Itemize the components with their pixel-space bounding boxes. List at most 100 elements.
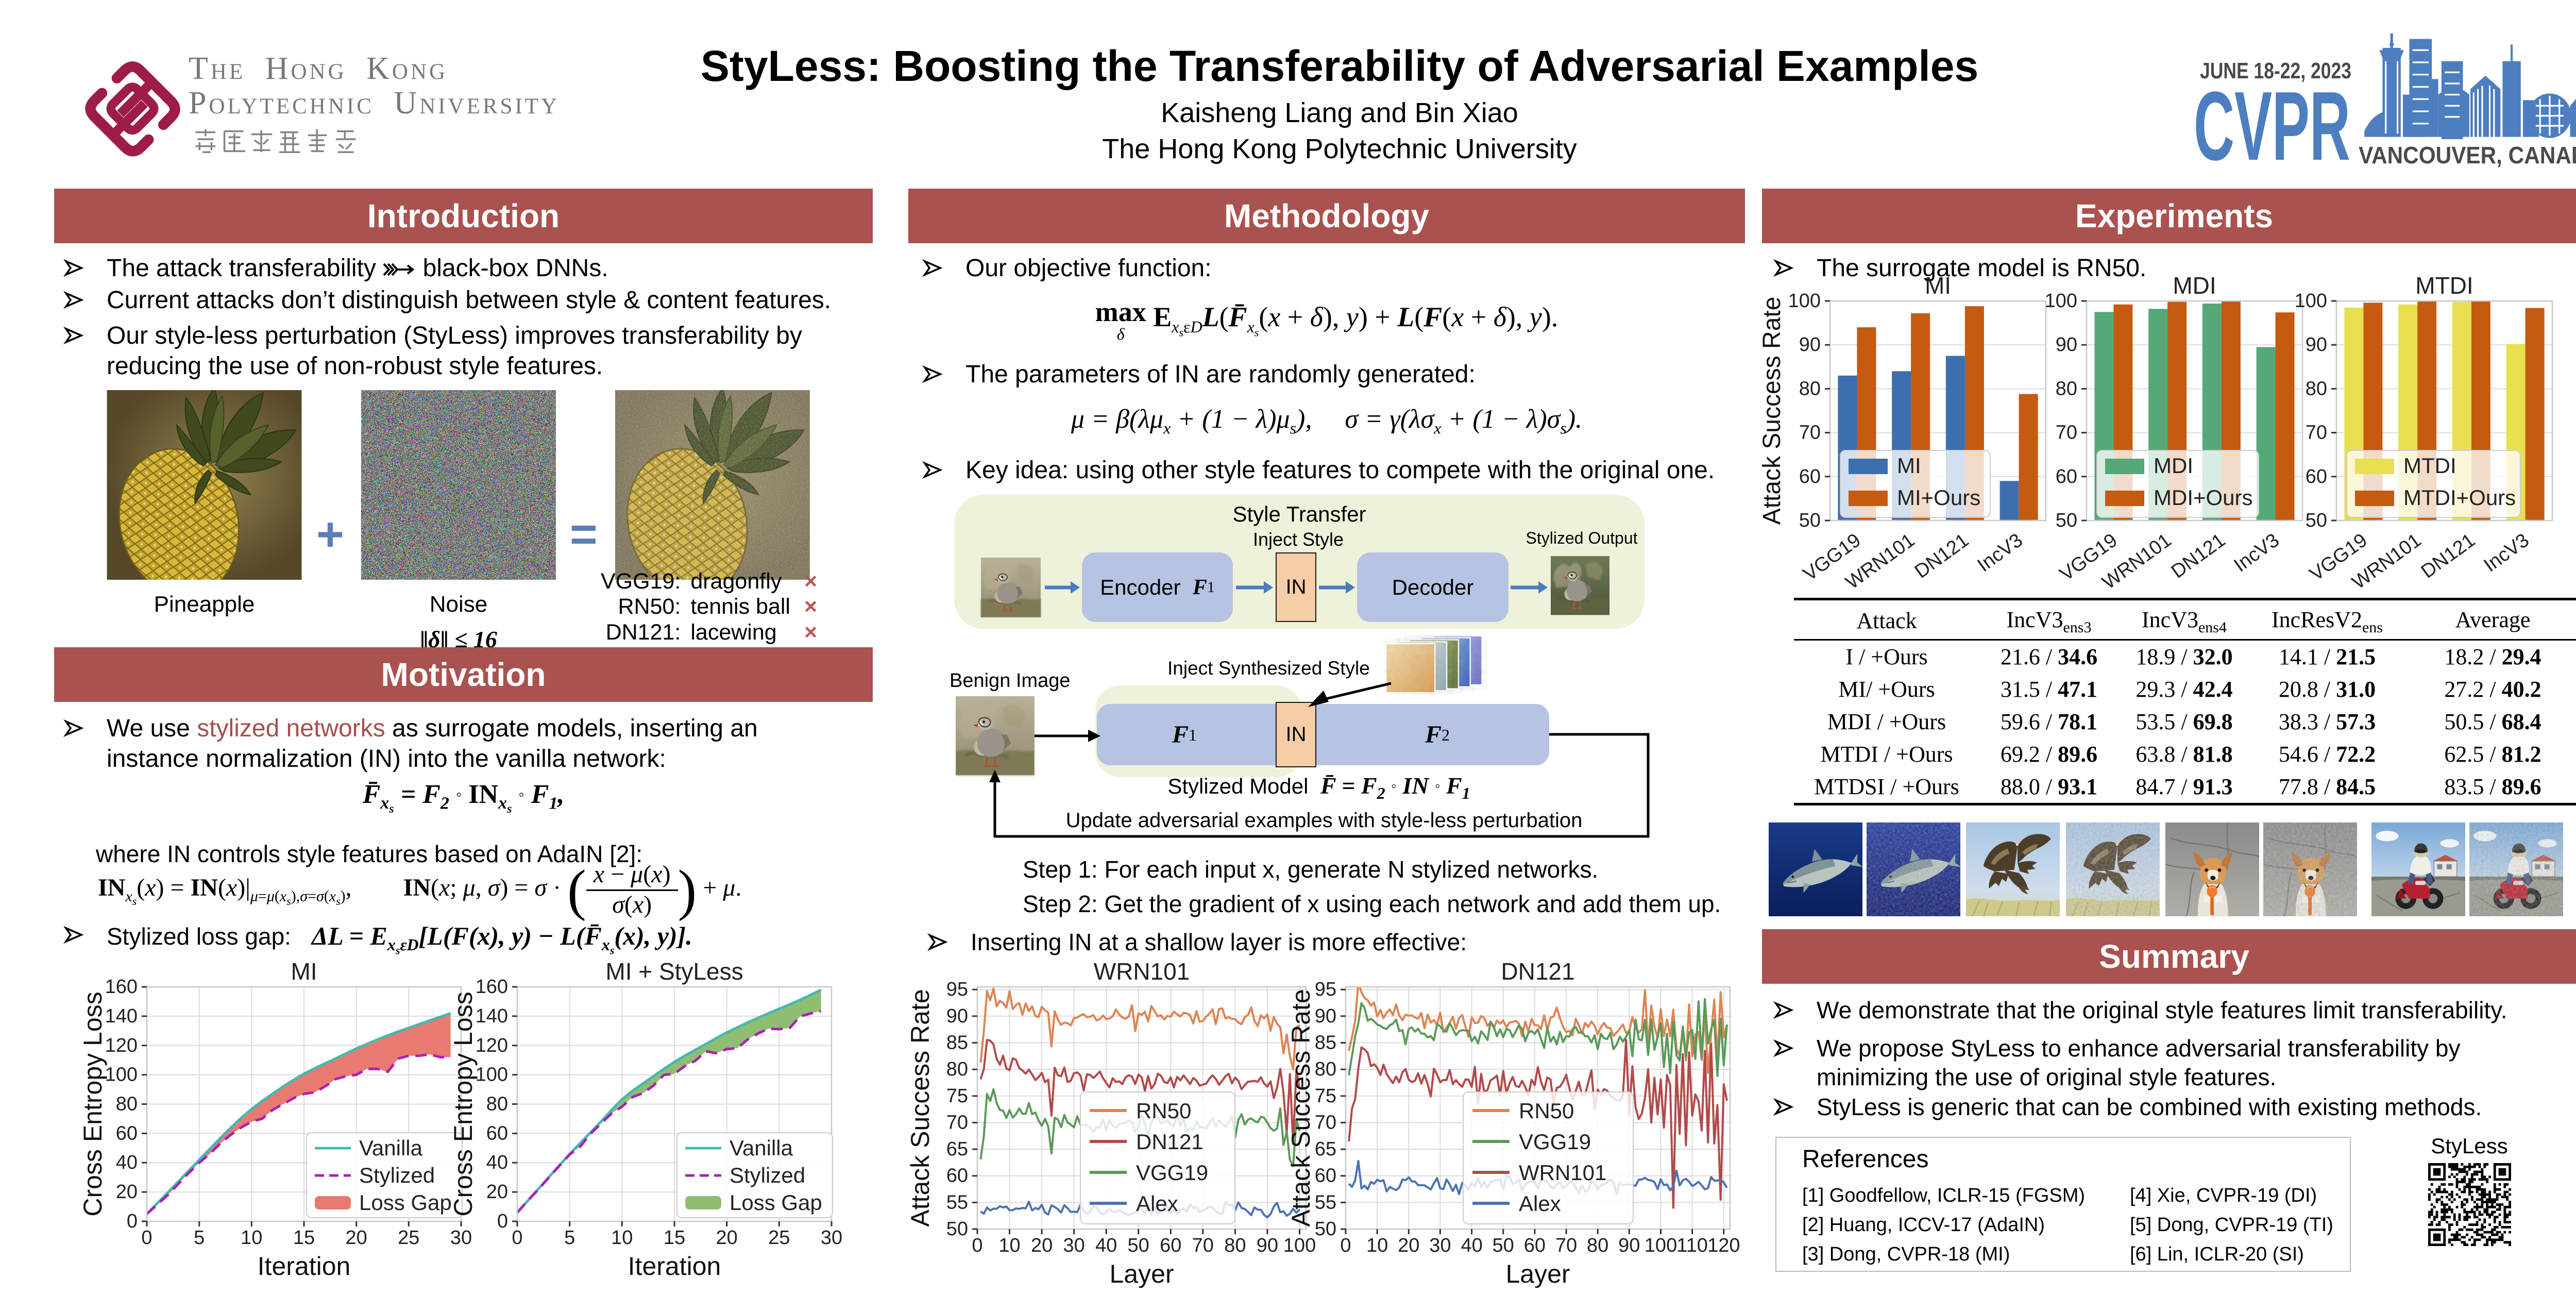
- svg-text:60: 60: [1799, 466, 1821, 488]
- svg-text:60: 60: [1315, 1165, 1336, 1187]
- svg-text:80: 80: [1587, 1235, 1608, 1256]
- svg-text:80: 80: [1799, 378, 1821, 399]
- svg-text:110: 110: [1676, 1235, 1708, 1256]
- svg-text:IncV3: IncV3: [2480, 529, 2533, 576]
- svg-text:MTDI+Ours: MTDI+Ours: [2403, 485, 2516, 510]
- svg-text:JUNE 18-22, 2023: JUNE 18-22, 2023: [2200, 58, 2351, 83]
- svg-text:120: 120: [1707, 1235, 1740, 1256]
- svg-text:100: 100: [105, 1064, 138, 1086]
- svg-text:MDI: MDI: [2154, 453, 2193, 478]
- svg-text:70: 70: [946, 1112, 968, 1133]
- svg-text:100: 100: [2045, 290, 2077, 312]
- svg-text:75: 75: [946, 1085, 968, 1107]
- svg-text:120: 120: [105, 1035, 138, 1056]
- svg-text:VANCOUVER, CANADA: VANCOUVER, CANADA: [2359, 142, 2576, 169]
- svg-text:DN121: DN121: [2167, 529, 2229, 583]
- svg-text:30: 30: [1429, 1235, 1451, 1256]
- svg-text:40: 40: [486, 1152, 508, 1173]
- svg-text:50: 50: [2306, 510, 2327, 531]
- svg-text:60: 60: [946, 1165, 968, 1187]
- svg-text:Attack Success Rate: Attack Success Rate: [1762, 297, 1786, 525]
- svg-text:85: 85: [1315, 1032, 1336, 1054]
- svg-text:30: 30: [1063, 1235, 1084, 1256]
- svg-text:50: 50: [1799, 510, 1821, 531]
- svg-text:55: 55: [946, 1191, 968, 1213]
- svg-text:90: 90: [2056, 334, 2077, 356]
- svg-text:60: 60: [2056, 466, 2077, 488]
- svg-text:Alex: Alex: [1136, 1191, 1178, 1216]
- svg-text:20: 20: [1398, 1235, 1419, 1256]
- svg-text:Stylized: Stylized: [730, 1163, 805, 1187]
- svg-text:50: 50: [1315, 1218, 1336, 1240]
- svg-text:10: 10: [241, 1227, 262, 1249]
- svg-text:0: 0: [497, 1211, 508, 1232]
- svg-text:Iteration: Iteration: [258, 1252, 351, 1281]
- svg-text:VGG19: VGG19: [1519, 1130, 1591, 1154]
- svg-text:Stylized: Stylized: [359, 1163, 435, 1187]
- svg-text:Layer: Layer: [1505, 1259, 1570, 1288]
- svg-text:Alex: Alex: [1519, 1191, 1561, 1216]
- svg-text:70: 70: [2056, 422, 2077, 444]
- svg-text:55: 55: [1315, 1191, 1336, 1213]
- svg-text:40: 40: [116, 1152, 138, 1173]
- svg-text:Loss Gap: Loss Gap: [359, 1190, 452, 1215]
- svg-text:MI+Ours: MI+Ours: [1897, 485, 1980, 510]
- svg-text:80: 80: [2056, 378, 2077, 399]
- svg-text:90: 90: [946, 1005, 968, 1027]
- svg-text:90: 90: [1799, 334, 1821, 356]
- svg-text:IncV3: IncV3: [1974, 529, 2027, 576]
- svg-text:50: 50: [1128, 1235, 1149, 1256]
- svg-text:MDI+Ours: MDI+Ours: [2154, 485, 2253, 510]
- svg-text:RN50: RN50: [1136, 1099, 1191, 1123]
- svg-text:70: 70: [1192, 1235, 1214, 1256]
- svg-text:DN121: DN121: [1136, 1130, 1204, 1154]
- svg-text:10: 10: [611, 1227, 633, 1249]
- svg-text:25: 25: [398, 1227, 419, 1249]
- svg-text:0: 0: [141, 1227, 152, 1249]
- svg-text:60: 60: [2306, 466, 2327, 488]
- svg-text:10: 10: [1366, 1235, 1388, 1256]
- svg-text:20: 20: [116, 1181, 138, 1203]
- svg-text:70: 70: [1555, 1235, 1577, 1256]
- svg-text:50: 50: [1493, 1235, 1514, 1256]
- svg-text:70: 70: [1799, 422, 1821, 444]
- svg-text:90: 90: [1618, 1235, 1640, 1256]
- svg-text:65: 65: [1315, 1138, 1336, 1160]
- svg-text:WRN101: WRN101: [1094, 962, 1190, 985]
- svg-text:MDI: MDI: [2173, 272, 2216, 299]
- svg-text:MI: MI: [1925, 272, 1951, 299]
- svg-text:70: 70: [2306, 422, 2327, 444]
- svg-text:50: 50: [946, 1218, 968, 1240]
- svg-text:85: 85: [946, 1032, 968, 1054]
- svg-text:100: 100: [1788, 290, 1821, 312]
- svg-text:20: 20: [486, 1181, 508, 1203]
- svg-text:90: 90: [1257, 1235, 1278, 1256]
- svg-text:30: 30: [450, 1227, 472, 1249]
- svg-text:80: 80: [1224, 1235, 1246, 1256]
- svg-text:15: 15: [664, 1227, 685, 1249]
- svg-text:DN121: DN121: [2417, 529, 2479, 583]
- svg-text:160: 160: [105, 976, 138, 998]
- svg-text:CVPR: CVPR: [2194, 72, 2350, 171]
- svg-text:140: 140: [476, 1005, 508, 1027]
- svg-text:70: 70: [1315, 1112, 1336, 1133]
- svg-text:Vanilla: Vanilla: [730, 1136, 793, 1160]
- svg-text:40: 40: [1095, 1235, 1117, 1256]
- svg-text:MI + StyLess: MI + StyLess: [605, 962, 743, 985]
- svg-text:VGG19: VGG19: [1136, 1161, 1208, 1185]
- svg-text:Vanilla: Vanilla: [359, 1136, 423, 1160]
- svg-text:Attack Success Rate: Attack Success Rate: [1286, 989, 1315, 1226]
- svg-text:Cross Entropy Loss: Cross Entropy Loss: [78, 991, 107, 1216]
- svg-text:120: 120: [476, 1035, 508, 1056]
- svg-text:100: 100: [2295, 290, 2327, 312]
- svg-text:100: 100: [1283, 1235, 1316, 1256]
- svg-text:MTDI: MTDI: [2403, 453, 2456, 478]
- svg-text:15: 15: [293, 1227, 315, 1249]
- svg-text:MI: MI: [291, 962, 317, 985]
- svg-text:0: 0: [127, 1211, 138, 1232]
- svg-text:30: 30: [821, 1227, 842, 1249]
- svg-text:Cross Entropy Loss: Cross Entropy Loss: [449, 991, 478, 1216]
- svg-text:95: 95: [1315, 979, 1336, 1000]
- svg-text:100: 100: [1645, 1235, 1677, 1256]
- svg-text:40: 40: [1461, 1235, 1482, 1256]
